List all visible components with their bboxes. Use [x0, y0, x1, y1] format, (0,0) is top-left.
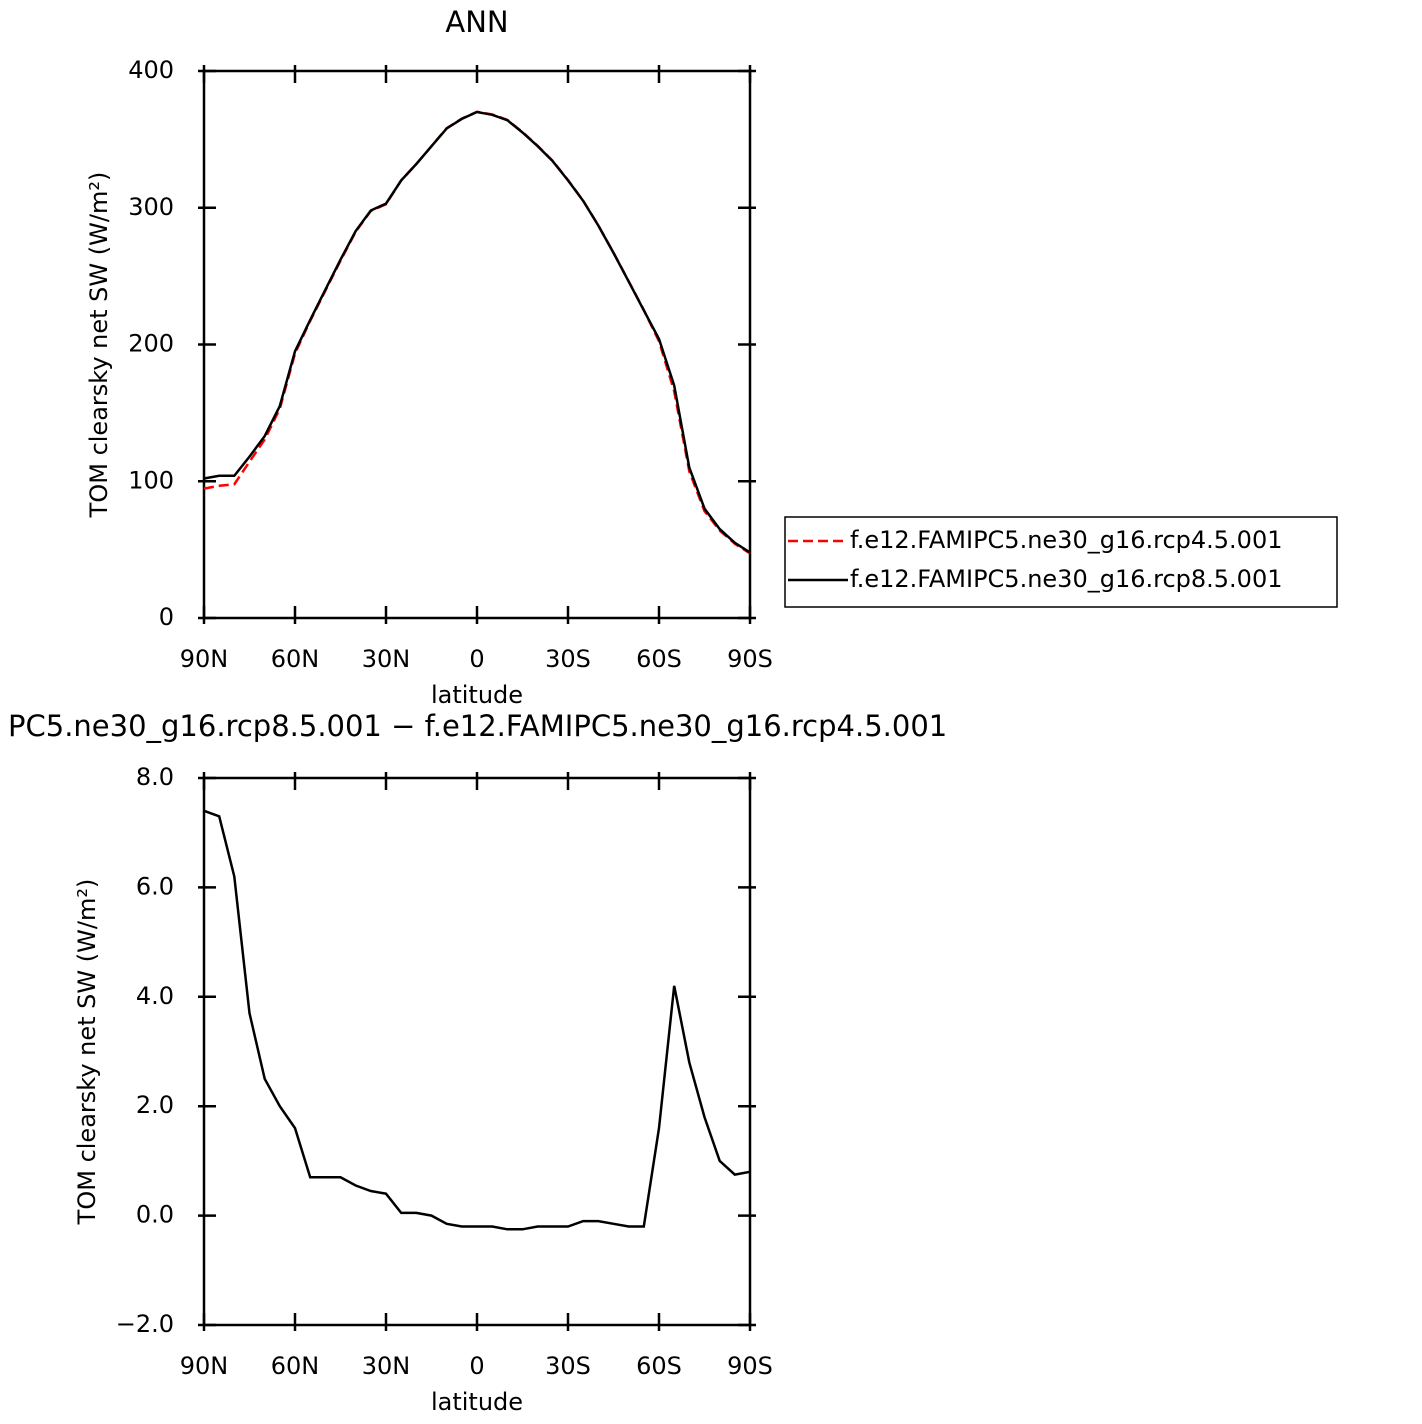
chart-title: PC5.ne30_g16.rcp8.5.001 − f.e12.FAMIPC5.… [8, 709, 947, 743]
y-tick-label: 200 [128, 330, 174, 358]
x-tick-label: 0 [469, 645, 484, 673]
x-tick-label: 90S [727, 645, 773, 673]
x-tick-label: 30N [362, 645, 411, 673]
x-axis-label: latitude [431, 681, 523, 709]
legend-box [784, 516, 1338, 608]
x-tick-label: 60N [271, 645, 320, 673]
y-tick-label: 300 [128, 193, 174, 221]
x-tick-label: 90S [727, 1352, 773, 1380]
x-axis-label: latitude [431, 1388, 523, 1416]
x-tick-label: 60S [636, 1352, 682, 1380]
x-tick-label: 30S [545, 645, 591, 673]
chart-title: ANN [445, 5, 508, 39]
y-tick-label: 8.0 [136, 763, 174, 791]
x-tick-label: 60N [271, 1352, 320, 1380]
x-tick-label: 30N [362, 1352, 411, 1380]
x-tick-label: 90N [180, 645, 229, 673]
x-tick-label: 30S [545, 1352, 591, 1380]
y-tick-label: −2.0 [116, 1310, 174, 1338]
legend: f.e12.FAMIPC5.ne30_g16.rcp4.5.001 f.e12.F… [784, 516, 1338, 608]
y-axis-label: TOM clearsky net SW (W/m²) [85, 172, 113, 519]
y-tick-label: 400 [128, 56, 174, 84]
legend-label: f.e12.FAMIPC5.ne30_g16.rcp8.5.001 [850, 565, 1283, 593]
data-line [203, 809, 751, 1231]
data-line [203, 110, 751, 555]
legend-label: f.e12.FAMIPC5.ne30_g16.rcp4.5.001 [850, 526, 1283, 554]
y-tick-label: 4.0 [136, 982, 174, 1010]
y-axis-label: TOM clearsky net SW (W/m²) [73, 879, 101, 1226]
y-tick-label: 0 [159, 603, 174, 631]
y-tick-label: 0.0 [136, 1201, 174, 1229]
x-tick-label: 0 [469, 1352, 484, 1380]
y-tick-label: 6.0 [136, 872, 174, 900]
x-tick-label: 90N [180, 1352, 229, 1380]
plot-frame [202, 69, 752, 620]
x-tick-label: 60S [636, 645, 682, 673]
y-tick-label: 2.0 [136, 1091, 174, 1119]
y-tick-label: 100 [128, 466, 174, 494]
data-line [203, 110, 751, 554]
